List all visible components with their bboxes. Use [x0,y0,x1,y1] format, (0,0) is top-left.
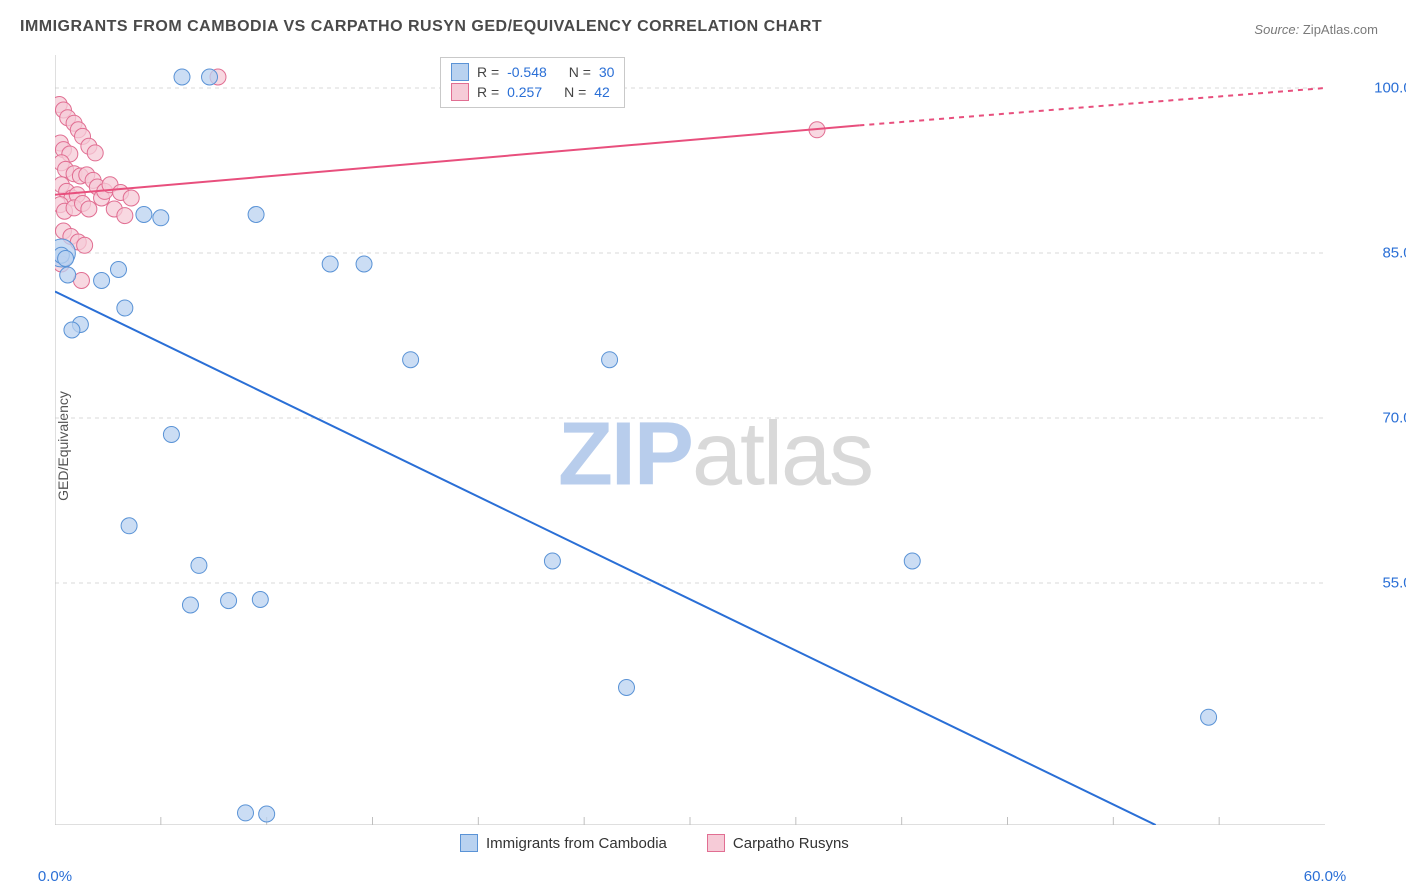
x-axis-last-label: 60.0% [1304,868,1347,885]
legend-item-rusyn: Carpatho Rusyns [707,834,849,852]
legend-label: Immigrants from Cambodia [486,835,667,852]
legend-n: N = 30 [569,62,615,82]
legend-r: R = -0.548 [477,62,547,82]
plot-area: ZIPatlas 55.0%70.0%85.0%100.0% 0.0% 60.0… [55,55,1375,855]
y-tick-label: 70.0% [1365,410,1406,427]
source-value: ZipAtlas.com [1303,22,1378,37]
legend-r: R = 0.257 [477,82,542,102]
series-legend: Immigrants from Cambodia Carpatho Rusyns [460,834,849,852]
legend-item-cambodia: Immigrants from Cambodia [460,834,667,852]
legend-label: Carpatho Rusyns [733,835,849,852]
legend-row-rusyn: R = 0.257 N = 42 [451,82,614,102]
legend-row-cambodia: R = -0.548 N = 30 [451,62,614,82]
legend-swatch [707,834,725,852]
legend-swatch [451,63,469,81]
scatter-chart-svg [55,55,1325,825]
y-tick-label: 100.0% [1365,80,1406,97]
legend-swatch [460,834,478,852]
legend-n: N = 42 [564,82,610,102]
chart-title: IMMIGRANTS FROM CAMBODIA VS CARPATHO RUS… [20,18,822,36]
correlation-legend: R = -0.548 N = 30 R = 0.257 N = 42 [440,57,625,108]
y-tick-label: 85.0% [1365,245,1406,262]
x-axis-first-label: 0.0% [38,868,72,885]
source-attribution: Source: ZipAtlas.com [1254,22,1378,37]
y-tick-label: 55.0% [1365,575,1406,592]
legend-swatch [451,83,469,101]
source-label: Source: [1254,22,1299,37]
